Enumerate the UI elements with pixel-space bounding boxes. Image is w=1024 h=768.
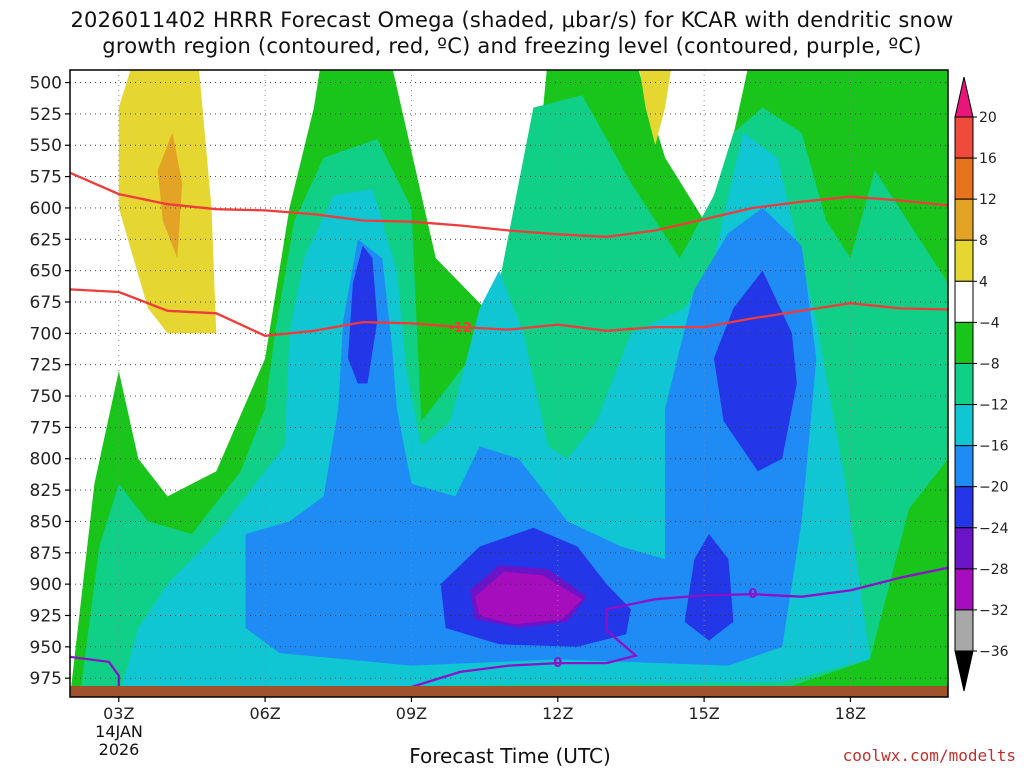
colorbar-tick-label-10: −24	[979, 521, 1009, 537]
date-label-day: 14JAN	[95, 722, 143, 741]
x-tick-label-12Z: 12Z	[542, 704, 573, 723]
y-tick-label-800: 800	[30, 450, 62, 470]
contour-lines	[70, 171, 948, 695]
y-tick-label-875: 875	[30, 544, 62, 564]
colorbar-tick-label-7: −12	[979, 398, 1009, 414]
credit-text: coolwx.com/modelts	[842, 746, 1016, 765]
colorbar-tick-label-13: −36	[979, 644, 1009, 660]
colorbar-tick-label-5: −4	[979, 315, 1000, 331]
colorbar-tick-label-8: −16	[979, 439, 1009, 455]
x-tick-label-03Z: 03Z	[103, 704, 134, 723]
colorbar-bottom-extension	[954, 650, 974, 692]
colorbar: 20 16 12 8 4 −4 −8 −12 −16 −20 −24 −28 −32 −36	[954, 76, 1009, 692]
y-tick-label-575: 575	[30, 168, 62, 188]
y-tick-label-825: 825	[30, 481, 62, 501]
omega-region-5	[348, 245, 378, 384]
colorbar-swatch-8	[954, 404, 974, 447]
colorbar-swatch-6	[954, 321, 974, 364]
y-tick-label-525: 525	[30, 105, 62, 125]
x-axis-label: Forecast Time (UTC)	[409, 744, 611, 768]
colorbar-swatch-3	[954, 198, 974, 241]
y-tick-label-925: 925	[30, 606, 62, 626]
colorbar-top-extension	[954, 76, 974, 118]
colorbar-swatch-5	[954, 280, 974, 323]
colorbar-tick-label-12: −32	[979, 603, 1009, 619]
colorbar-swatch-13	[954, 609, 974, 652]
colorbar-tick-label-6: −8	[979, 356, 1000, 372]
y-tick-label-975: 975	[30, 669, 62, 689]
colorbar-swatch-10	[954, 486, 974, 529]
contour-labels: -12 0 0	[448, 321, 757, 671]
colorbar-tick-label-3: 8	[979, 233, 988, 249]
y-tick-label-625: 625	[30, 230, 62, 250]
y-tick-label-900: 900	[30, 575, 62, 595]
y-tick-label-950: 950	[30, 638, 62, 658]
colorbar-swatch-12	[954, 568, 974, 611]
colorbar-swatch-9	[954, 445, 974, 488]
y-tick-label-850: 850	[30, 512, 62, 532]
colorbar-tick-label-2: 12	[979, 192, 997, 208]
colorbar-tick-label-11: −28	[979, 562, 1009, 578]
omega-region-10	[474, 571, 583, 625]
contour-label-minus12: -12	[448, 321, 472, 336]
colorbar-swatch-1	[954, 116, 974, 159]
x-tick-label-06Z: 06Z	[249, 704, 280, 723]
ground-surface	[70, 686, 948, 697]
x-tick-label-18Z: 18Z	[835, 704, 866, 723]
contour-dgz_minus12	[70, 288, 948, 337]
y-tick-label-550: 550	[30, 136, 62, 156]
colorbar-tick-label-1: 16	[979, 151, 997, 167]
colorbar-swatch-2	[954, 157, 974, 200]
contour-freezing_level_main	[381, 566, 948, 695]
colorbar-swatch-7	[954, 362, 974, 406]
chart-title-line-2: growth region (contoured, red, ºC) and f…	[102, 34, 922, 58]
x-tick-label-15Z: 15Z	[688, 704, 719, 723]
date-label-year: 2026	[98, 740, 140, 759]
contour-label-zero-lower: 0	[553, 656, 562, 671]
y-tick-label-650: 650	[30, 262, 62, 282]
omega-region-8	[684, 534, 734, 641]
x-axis: 03Z 06Z 09Z 12Z 15Z 18Z	[103, 697, 866, 723]
omega-region-13	[639, 70, 671, 146]
colorbar-tick-label-4: 4	[979, 274, 988, 290]
contour-dgz_upper	[70, 171, 948, 238]
colorbar-swatch-4	[954, 239, 974, 282]
y-tick-label-750: 750	[30, 387, 62, 407]
contour-label-zero-upper: 0	[748, 587, 757, 602]
y-tick-label-600: 600	[30, 199, 62, 219]
y-tick-label-675: 675	[30, 293, 62, 313]
y-tick-label-500: 500	[30, 74, 62, 94]
y-tick-label-725: 725	[30, 356, 62, 376]
colorbar-tick-label-9: −20	[979, 480, 1009, 496]
plot-frame	[69, 69, 949, 698]
x-tick-label-09Z: 09Z	[396, 704, 427, 723]
y-tick-label-775: 775	[30, 418, 62, 438]
y-axis: 500 525 550 575 600 625 650 675 700 725 750 775 800 8…	[30, 74, 70, 689]
colorbar-swatch-11	[954, 527, 974, 570]
chart-title-line-1: 2026011402 HRRR Forecast Omega (shaded, …	[70, 8, 954, 32]
omega-region-12	[157, 132, 183, 259]
y-tick-label-700: 700	[30, 324, 62, 344]
colorbar-tick-label-0: 20	[979, 110, 997, 126]
